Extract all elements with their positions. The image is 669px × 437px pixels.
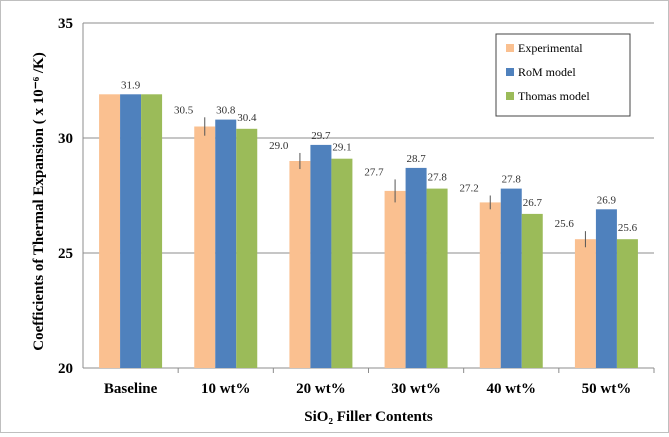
y-tick-label: 20 <box>58 361 73 377</box>
data-label: 27.2 <box>460 183 479 195</box>
legend-label: RoM model <box>518 65 576 79</box>
data-label: 25.6 <box>618 222 638 234</box>
legend-box <box>495 33 631 117</box>
bar-thomas-model <box>141 94 163 369</box>
data-label: 30.4 <box>237 112 257 124</box>
data-label: 28.7 <box>406 153 426 165</box>
x-tick-label: Baseline <box>104 381 158 397</box>
bar-experimental <box>384 190 406 368</box>
data-label: 30.5 <box>174 104 194 116</box>
bar-thomas-model <box>521 213 543 368</box>
data-label: 27.7 <box>364 166 384 178</box>
bar-experimental <box>99 94 121 369</box>
data-label: 29.1 <box>332 142 351 154</box>
bar-rom-model <box>595 209 617 368</box>
bar-thomas-model <box>426 188 448 368</box>
bar-rom-model <box>120 94 142 369</box>
bar-thomas-model <box>331 158 353 368</box>
data-label: 26.7 <box>523 197 543 209</box>
legend-label: Thomas model <box>518 89 590 103</box>
bar-experimental <box>289 161 311 368</box>
legend-label: Experimental <box>518 41 583 55</box>
data-label: 30.8 <box>216 105 236 117</box>
x-tick-label: 40 wt% <box>486 381 536 397</box>
bar-rom-model <box>500 188 522 368</box>
data-label: 29.7 <box>311 130 331 142</box>
y-tick-label: 30 <box>58 131 73 147</box>
legend-swatch <box>506 68 514 76</box>
x-tick-label: 10 wt% <box>201 381 251 397</box>
data-label: 27.8 <box>502 174 522 186</box>
y-tick-label: 35 <box>58 16 73 32</box>
bar-rom-model <box>310 144 332 368</box>
x-tick-label: 20 wt% <box>296 381 346 397</box>
bar-rom-model <box>405 167 427 368</box>
data-label: 25.6 <box>555 218 575 230</box>
y-tick-label: 25 <box>58 246 73 262</box>
bar-thomas-model <box>236 128 258 368</box>
x-tick-label: 30 wt% <box>391 381 441 397</box>
legend-swatch <box>506 44 514 52</box>
data-label: 27.8 <box>428 172 448 184</box>
data-label: 29.0 <box>269 140 289 152</box>
x-axis-title: SiO₂ Filler Contents <box>304 409 433 425</box>
bar-rom-model <box>215 119 237 368</box>
bar-experimental <box>194 126 216 368</box>
y-axis-title: Coefficients of Thermal Expansion ( x 10… <box>31 52 47 350</box>
x-tick-label: 50 wt% <box>582 381 632 397</box>
data-label: 31.9 <box>121 79 141 91</box>
bar-experimental <box>479 202 501 368</box>
bar-thomas-model <box>616 239 638 368</box>
legend-swatch <box>506 92 514 100</box>
data-label: 26.9 <box>597 194 617 206</box>
bar-experimental <box>574 239 596 368</box>
